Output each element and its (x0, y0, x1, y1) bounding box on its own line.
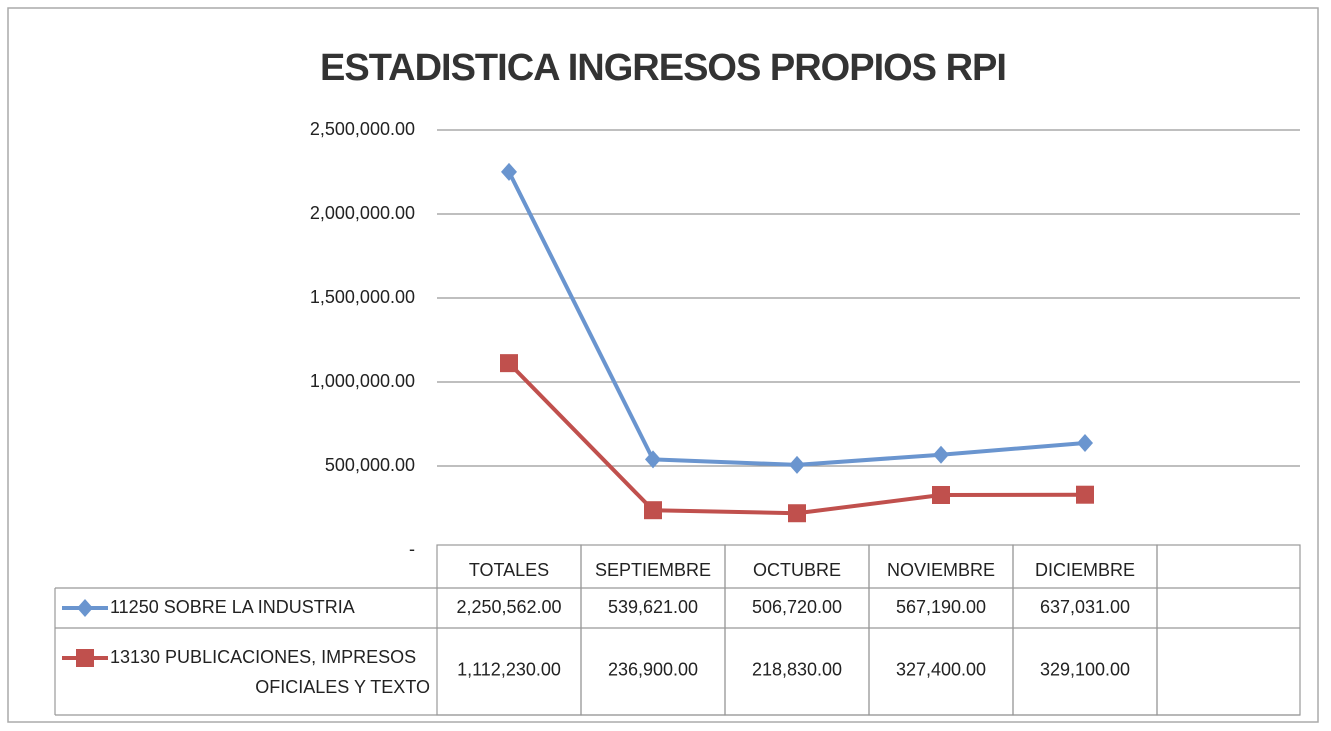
table-value: 637,031.00 (1040, 597, 1130, 617)
point (1076, 485, 1094, 504)
legend-label: 13130 PUBLICACIONES, IMPRESOS OFICIALES … (110, 647, 430, 697)
table-value: 329,100.00 (1040, 659, 1130, 679)
table-value: 567,190.00 (896, 597, 986, 617)
y-tick-label: 1,000,000.00 (310, 371, 415, 391)
table-value: 506,720.00 (752, 597, 842, 617)
point (645, 450, 661, 469)
point (932, 485, 950, 504)
table-value: 539,621.00 (608, 597, 698, 617)
point (500, 354, 518, 373)
chart-title: ESTADISTICA INGRESOS PROPIOS RPI (320, 47, 1006, 89)
x-tick-label: OCTUBRE (753, 560, 841, 580)
legend-marker (77, 599, 93, 617)
y-tick-label: 2,500,000.00 (310, 119, 415, 139)
point (501, 162, 517, 181)
point (1077, 433, 1093, 452)
point (933, 445, 949, 464)
x-tick-label: TOTALES (469, 560, 549, 580)
table-value: 236,900.00 (608, 659, 698, 679)
x-tick-label: SEPTIEMBRE (595, 560, 711, 580)
y-tick-label: - (409, 539, 415, 559)
point (789, 455, 805, 474)
y-tick-label: 2,000,000.00 (310, 203, 415, 223)
chart-border (7, 7, 1319, 723)
y-tick-label: 500,000.00 (325, 455, 415, 475)
legend-label: 11250 SOBRE LA INDUSTRIA (110, 597, 355, 617)
table-value: 327,400.00 (896, 659, 986, 679)
table-value: 218,830.00 (752, 659, 842, 679)
point (788, 504, 806, 523)
x-tick-label: DICIEMBRE (1035, 560, 1135, 580)
table-value: 2,250,562.00 (456, 597, 561, 617)
y-tick-label: 1,500,000.00 (310, 287, 415, 307)
table-value: 1,112,230.00 (457, 659, 561, 679)
point (644, 501, 662, 520)
legend-marker (76, 649, 94, 667)
x-tick-label: NOVIEMBRE (887, 560, 995, 580)
